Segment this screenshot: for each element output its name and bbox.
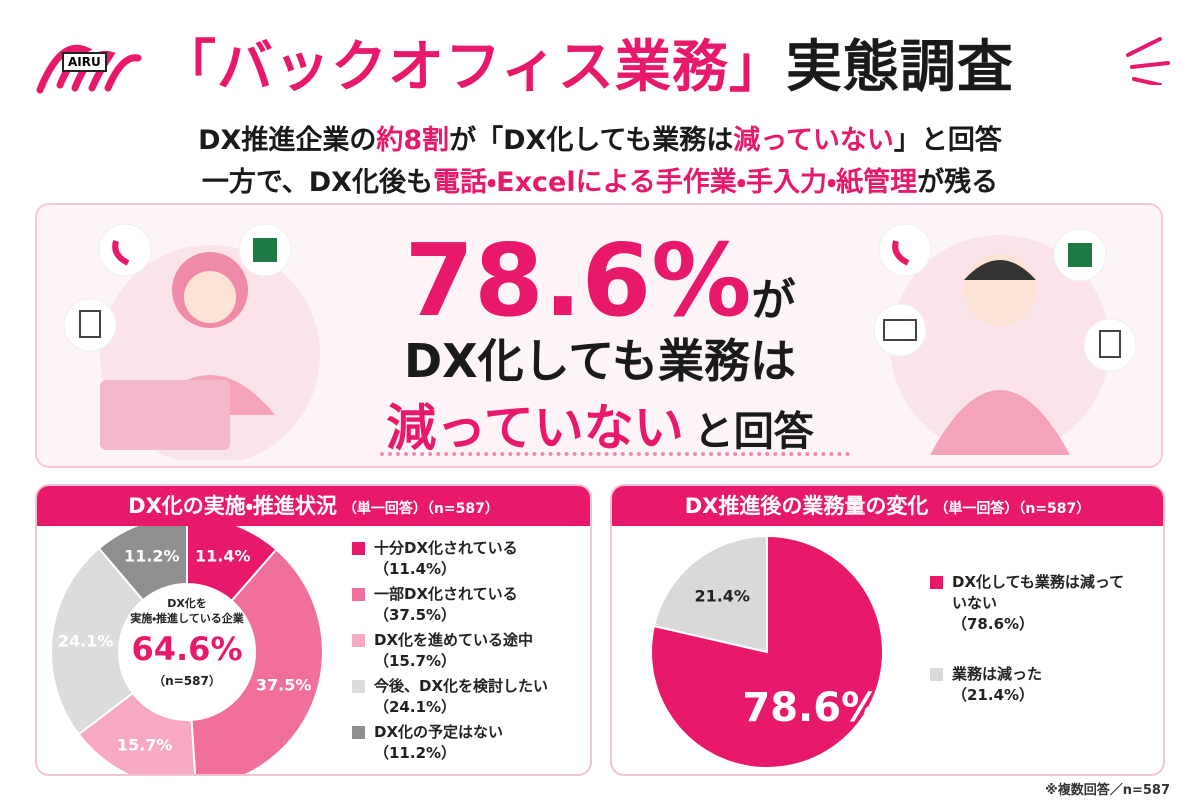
chart-subtitle: （単一回答）（n=587） — [934, 501, 1091, 517]
legend-value: （78.6%） — [952, 615, 1035, 633]
text-segment: 「バックオフィス業務」 — [160, 35, 786, 100]
chart-subtitle: （単一回答）（n=587） — [342, 501, 499, 517]
text-segment: DX推進企業の — [198, 125, 377, 156]
legend-label: 今後、DX化を検討したい — [374, 677, 549, 695]
center-title: DX化を — [167, 597, 207, 610]
text-segment: が「DX化しても業務は — [449, 125, 734, 156]
legend-swatch — [352, 726, 365, 739]
legend-swatch — [352, 680, 365, 693]
legend-label: 一部DX化されている — [374, 585, 518, 603]
legend-label: 業務は減った — [952, 665, 1043, 683]
text-segment: 実態調査 — [785, 35, 1014, 100]
legend-value: （37.5%） — [374, 606, 457, 624]
page-title: 「バックオフィス業務」実態調査 — [160, 22, 1014, 103]
chart-plot — [650, 534, 884, 769]
legend-swatch — [352, 588, 365, 601]
lead-line: 一方で、DX化後も電話・Excelによる手作業・手入力・紙管理が残る — [0, 160, 1200, 199]
chart-header: DX推進後の業務量の変化 （単一回答）（n=587） — [612, 486, 1163, 526]
hero-figure-line: 78.6%が — [0, 222, 1200, 339]
logo-text: AIRU — [62, 52, 107, 72]
slice-label: 21.4% — [694, 586, 750, 606]
hero-figure-suffix: が — [751, 275, 796, 326]
chart-card: 11.4% 十分DX化されている （11.4%） 37.5% 一部DX化されている （37… — [35, 484, 592, 776]
slice — [652, 534, 768, 654]
chart-title: DX推進後の業務量の変化 — [684, 494, 929, 518]
chart-area: 78.6% DX化しても業務は減っていない （78.6%） 21.4% 業務は減った （2… — [612, 486, 1163, 774]
illustration-left — [63, 223, 320, 460]
legend-value: （11.2%） — [374, 744, 457, 762]
legend-value: （21.4%） — [952, 686, 1035, 704]
hero-tail: と回答 — [693, 409, 814, 455]
hero-accent: 減っていない — [386, 399, 684, 457]
title-spark — [1126, 37, 1170, 85]
hero-line: DX化しても業務は — [404, 334, 796, 388]
slice-label: 11.2% — [124, 546, 180, 566]
legend-item: DX化しても業務は減っていない （78.6%） — [930, 572, 1130, 635]
hero-line: 減っていない と回答 — [0, 388, 1200, 460]
legend-swatch — [352, 542, 365, 555]
text-segment: 」と回答 — [893, 125, 1002, 156]
legend-item: DX化の予定はない （11.2%） — [352, 722, 572, 764]
lead-line: DX推進企業の約8割が「DX化しても業務は減っていない」と回答 — [0, 118, 1200, 157]
legend-value: （24.1%） — [374, 698, 457, 716]
slice — [190, 548, 324, 774]
legend-item: 一部DX化されている （37.5%） — [352, 584, 572, 626]
chart-card: 78.6% DX化しても業務は減っていない （78.6%） 21.4% 業務は減った （2… — [610, 484, 1165, 776]
legend-value: （11.4%） — [374, 560, 457, 578]
hero-underline — [380, 452, 850, 456]
slice-label: 78.6% — [742, 685, 882, 732]
legend-label: DX化の予定はない — [374, 723, 504, 741]
legend-swatch — [930, 576, 943, 589]
text-segment: 電話・Excelによる手作業・手入力・紙管理 — [432, 167, 918, 198]
text-segment: 減っていない — [733, 125, 894, 156]
illustration-right — [873, 223, 1137, 455]
legend-item: 業務は減った （21.4%） — [930, 664, 1130, 706]
slice — [50, 546, 145, 736]
center-note: （n=587） — [153, 674, 221, 688]
legend-item: 今後、DX化を検討したい （24.1%） — [352, 676, 572, 718]
legend-value: （15.7%） — [374, 652, 457, 670]
center-value: 64.6% — [131, 630, 243, 668]
hero-figure: 78.6% — [404, 222, 752, 339]
footnote: ※複数回答／n=587 — [1045, 783, 1170, 798]
legend-label: 十分DX化されている — [374, 539, 518, 557]
text-segment: 約8割 — [376, 125, 450, 156]
slice-label: 24.1% — [57, 631, 114, 651]
slice — [650, 534, 884, 769]
donut-center: DX化を実施・推進している企業 64.6% （n=587） — [119, 596, 255, 689]
center-title: 実施・推進している企業 — [130, 612, 244, 625]
text-segment: が残る — [917, 167, 999, 198]
legend-swatch — [930, 668, 943, 681]
legend-label: DX化を進めている途中 — [374, 631, 534, 649]
slice-label: 37.5% — [255, 675, 312, 695]
text-segment: 一方で、DX化後も — [201, 167, 433, 198]
chart-title: DX化の実施・推進状況 — [128, 494, 337, 518]
legend-swatch — [352, 634, 365, 647]
chart-header: DX化の実施・推進状況 （単一回答）（n=587） — [37, 486, 590, 526]
legend-item: DX化を進めている途中 （15.7%） — [352, 630, 572, 672]
chart-plot — [50, 514, 324, 774]
legend-label: DX化しても業務は減っていない — [952, 573, 1125, 612]
chart-area: 11.4% 十分DX化されている （11.4%） 37.5% 一部DX化されている （37… — [37, 486, 590, 774]
slice-label: 15.7% — [116, 735, 173, 755]
legend-item: 十分DX化されている （11.4%） — [352, 538, 572, 580]
slice-label: 11.4% — [195, 546, 251, 566]
